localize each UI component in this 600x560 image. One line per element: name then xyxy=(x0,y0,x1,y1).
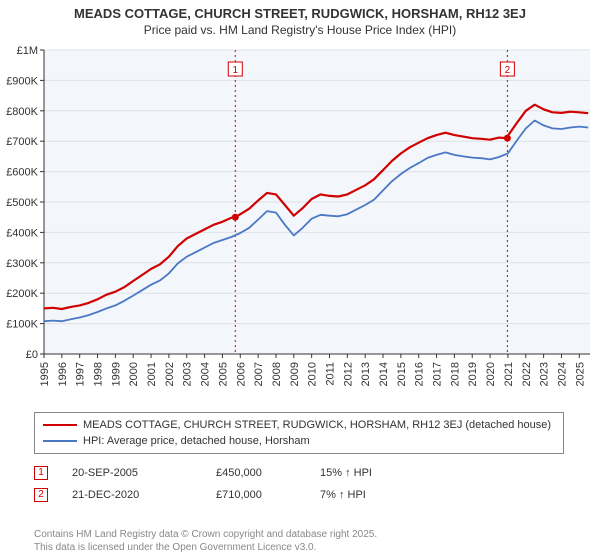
svg-text:2019: 2019 xyxy=(467,362,479,386)
sale-diff: 7% ↑ HPI xyxy=(320,489,420,501)
svg-text:2000: 2000 xyxy=(128,362,140,386)
sale-date: 20-SEP-2005 xyxy=(72,467,192,479)
svg-text:£1M: £1M xyxy=(17,45,38,57)
legend-swatch xyxy=(43,424,77,426)
svg-text:2007: 2007 xyxy=(253,362,265,386)
svg-text:£200K: £200K xyxy=(6,288,38,300)
svg-text:2020: 2020 xyxy=(485,362,497,386)
svg-text:2017: 2017 xyxy=(432,362,444,386)
sale-marker-box: 2 xyxy=(34,488,48,502)
svg-text:2002: 2002 xyxy=(164,362,176,386)
svg-text:£300K: £300K xyxy=(6,258,38,270)
svg-text:2021: 2021 xyxy=(503,362,515,386)
svg-text:2004: 2004 xyxy=(200,362,212,386)
svg-text:2003: 2003 xyxy=(182,362,194,386)
svg-text:2001: 2001 xyxy=(146,362,158,386)
svg-text:1995: 1995 xyxy=(39,362,51,386)
chart-legend: MEADS COTTAGE, CHURCH STREET, RUDGWICK, … xyxy=(34,412,564,454)
svg-text:1999: 1999 xyxy=(110,362,122,386)
svg-text:1: 1 xyxy=(232,65,238,76)
svg-text:2010: 2010 xyxy=(307,362,319,386)
svg-text:2022: 2022 xyxy=(521,362,533,386)
svg-text:2005: 2005 xyxy=(217,362,229,386)
sale-price: £710,000 xyxy=(216,489,296,501)
svg-text:2018: 2018 xyxy=(449,362,461,386)
svg-text:2016: 2016 xyxy=(414,362,426,386)
svg-text:2025: 2025 xyxy=(574,362,586,386)
legend-item: HPI: Average price, detached house, Hors… xyxy=(43,433,555,449)
line-chart: £0 £100K £200K £300K £400K £500K £600K £700K £80… xyxy=(4,44,596,404)
chart-area: £0 £100K £200K £300K £400K £500K £600K £700K £80… xyxy=(4,44,596,404)
sale-row: 2 21-DEC-2020 £710,000 7% ↑ HPI xyxy=(34,484,564,506)
svg-text:2015: 2015 xyxy=(396,362,408,386)
svg-text:2014: 2014 xyxy=(378,362,390,386)
footnote-line: This data is licensed under the Open Gov… xyxy=(34,541,377,554)
chart-title: MEADS COTTAGE, CHURCH STREET, RUDGWICK, … xyxy=(0,6,600,21)
svg-text:£600K: £600K xyxy=(6,167,38,179)
legend-label: MEADS COTTAGE, CHURCH STREET, RUDGWICK, … xyxy=(83,419,551,431)
svg-text:1997: 1997 xyxy=(75,362,87,386)
sale-marker-box: 1 xyxy=(34,466,48,480)
svg-text:£900K: £900K xyxy=(6,75,38,87)
svg-text:2009: 2009 xyxy=(289,362,301,386)
svg-text:2006: 2006 xyxy=(235,362,247,386)
chart-subtitle: Price paid vs. HM Land Registry's House … xyxy=(0,23,600,37)
svg-text:2023: 2023 xyxy=(539,362,551,386)
svg-text:2013: 2013 xyxy=(360,362,372,386)
svg-text:£800K: £800K xyxy=(6,106,38,118)
sales-list: 1 20-SEP-2005 £450,000 15% ↑ HPI 2 21-DEC-202… xyxy=(34,462,564,506)
legend-item: MEADS COTTAGE, CHURCH STREET, RUDGWICK, … xyxy=(43,417,555,433)
sale-price: £450,000 xyxy=(216,467,296,479)
svg-text:£100K: £100K xyxy=(6,319,38,331)
sale-date: 21-DEC-2020 xyxy=(72,489,192,501)
svg-text:£0: £0 xyxy=(26,349,38,361)
svg-text:1998: 1998 xyxy=(93,362,105,386)
legend-label: HPI: Average price, detached house, Hors… xyxy=(83,435,310,447)
svg-text:1996: 1996 xyxy=(57,362,69,386)
svg-text:£700K: £700K xyxy=(6,136,38,148)
svg-text:2008: 2008 xyxy=(271,362,283,386)
footnote-line: Contains HM Land Registry data © Crown c… xyxy=(34,528,377,541)
chart-footnote: Contains HM Land Registry data © Crown c… xyxy=(34,528,377,554)
svg-text:£400K: £400K xyxy=(6,227,38,239)
svg-text:£500K: £500K xyxy=(6,197,38,209)
svg-text:2011: 2011 xyxy=(324,362,336,386)
sale-diff: 15% ↑ HPI xyxy=(320,467,420,479)
svg-text:2012: 2012 xyxy=(342,362,354,386)
svg-text:2: 2 xyxy=(505,65,511,76)
svg-text:2024: 2024 xyxy=(556,362,568,386)
legend-swatch xyxy=(43,440,77,442)
sale-row: 1 20-SEP-2005 £450,000 15% ↑ HPI xyxy=(34,462,564,484)
